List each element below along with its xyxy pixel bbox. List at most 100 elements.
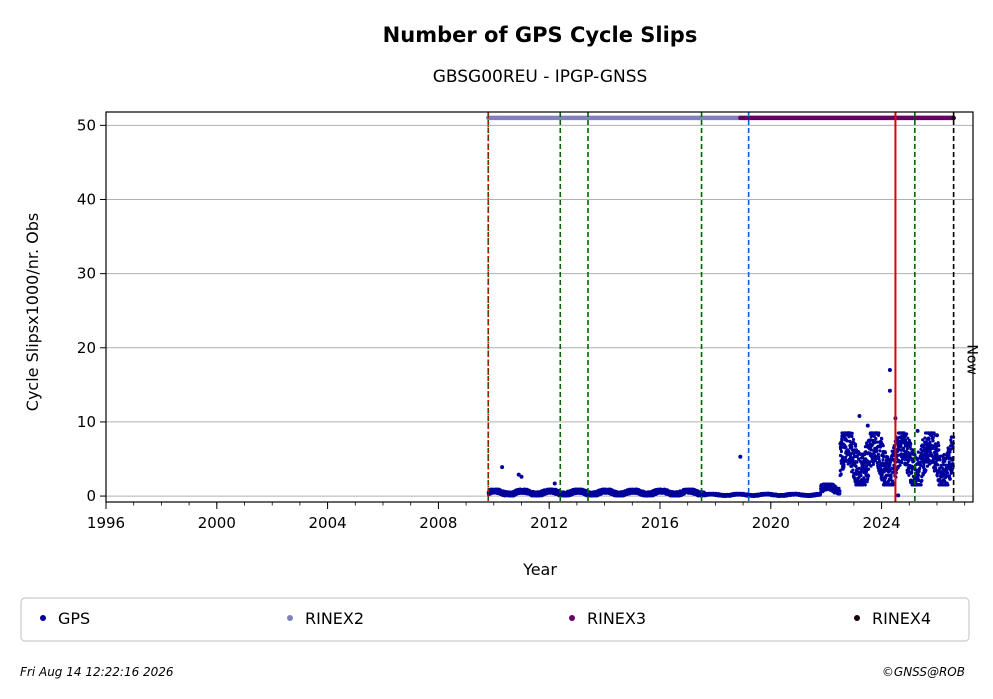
gps-point	[875, 448, 879, 452]
gps-point	[919, 483, 923, 487]
gps-point	[904, 453, 908, 457]
y-tick-label: 20	[77, 339, 96, 357]
gps-point	[947, 460, 951, 464]
gps-point	[859, 474, 863, 478]
gps-point	[867, 467, 871, 471]
now-label: Now	[964, 344, 980, 375]
gps-point	[857, 413, 862, 418]
gps-point	[875, 440, 879, 444]
gps-point	[916, 450, 920, 454]
gps-point	[887, 388, 892, 393]
gps-point	[901, 446, 906, 450]
gps-point	[880, 473, 884, 477]
gps-point	[907, 458, 911, 462]
grid-lines	[106, 124, 973, 497]
legend-label-rinex2: RINEX2	[305, 609, 364, 628]
gps-point	[837, 486, 841, 490]
gps-point	[890, 479, 895, 483]
y-axis-ticks: 0 10 20 30 40 50	[77, 116, 106, 505]
gps-point	[915, 428, 920, 433]
gps-point	[921, 438, 925, 442]
gps-point	[880, 437, 884, 441]
x-tick-label: 2012	[530, 514, 568, 532]
gps-point	[937, 444, 941, 448]
gps-point	[887, 368, 892, 373]
y-axis-label: Cycle Slipsx1000/nr. Obs	[23, 213, 42, 411]
gps-point	[937, 448, 941, 452]
gps-point	[857, 466, 861, 470]
gps-point	[928, 440, 932, 444]
rinex4-point	[951, 115, 956, 121]
gps-point	[881, 458, 885, 462]
gps-point	[931, 439, 935, 443]
gps-point	[883, 451, 888, 455]
gps-point	[946, 483, 950, 487]
gps-point	[941, 473, 945, 477]
gps-point	[871, 462, 876, 466]
gps-point	[847, 435, 851, 439]
gps-point	[874, 436, 878, 441]
gps-point	[851, 457, 855, 462]
gps-point	[500, 465, 505, 470]
legend-box	[20, 597, 970, 642]
gps-point	[853, 476, 857, 480]
gps-point	[911, 448, 915, 452]
gps-point	[905, 447, 910, 451]
gps-point	[838, 489, 842, 493]
gps-point	[552, 481, 557, 486]
gps-point	[919, 464, 923, 468]
x-tick-label: 2000	[198, 514, 236, 532]
legend-marker-rinex3	[569, 615, 575, 621]
gps-point	[889, 473, 893, 477]
legend-label-rinex4: RINEX4	[872, 609, 931, 628]
gps-point	[840, 439, 844, 443]
gps-point	[844, 445, 848, 449]
gps-point	[883, 469, 887, 473]
gps-point	[900, 460, 904, 465]
gps-point	[873, 458, 877, 463]
y-tick-label: 30	[77, 265, 96, 283]
gps-point	[934, 466, 938, 470]
gps-point	[519, 474, 524, 479]
gps-point	[855, 460, 859, 464]
gps-point	[882, 454, 886, 459]
gps-point	[916, 458, 920, 462]
gps-point	[877, 457, 881, 461]
gps-point	[886, 455, 890, 459]
gps-point	[933, 442, 938, 446]
gps-point	[840, 437, 844, 441]
legend-marker-rinex4	[854, 615, 860, 621]
gps-point	[850, 445, 854, 449]
gps-point	[936, 463, 940, 467]
gps-point	[917, 469, 921, 473]
footer-credit: ©GNSS@ROB	[881, 665, 965, 679]
x-axis-ticks: 1996 2000 2004 2008 2012 2016 2020 2024	[87, 502, 966, 532]
gps-point	[930, 460, 934, 464]
gps-point	[842, 463, 846, 467]
gps-point	[909, 442, 913, 446]
gps-point	[935, 474, 939, 478]
gps-point	[863, 483, 867, 487]
gps-point	[905, 432, 909, 436]
gps-point	[946, 471, 950, 475]
plot-frame	[105, 111, 974, 503]
gps-point	[906, 436, 910, 440]
gps-point	[951, 445, 955, 449]
gps-point	[905, 471, 909, 475]
gps-point	[850, 431, 854, 435]
gps-point	[907, 438, 912, 443]
gps-point	[896, 493, 901, 498]
gps-point	[910, 470, 914, 474]
x-tick-label: 2020	[752, 514, 790, 532]
legend-marker-rinex2	[287, 615, 293, 621]
legend: GPS RINEX2 RINEX3 RINEX4	[40, 609, 931, 628]
gps-point	[883, 480, 887, 484]
gps-point	[861, 455, 865, 459]
y-tick-label: 40	[77, 190, 96, 208]
gps-point	[869, 464, 873, 468]
x-tick-label: 2016	[641, 514, 679, 532]
gps-point	[838, 492, 842, 496]
gps-point	[924, 468, 928, 472]
gps-point	[895, 438, 900, 442]
x-tick-label: 2024	[862, 514, 900, 532]
